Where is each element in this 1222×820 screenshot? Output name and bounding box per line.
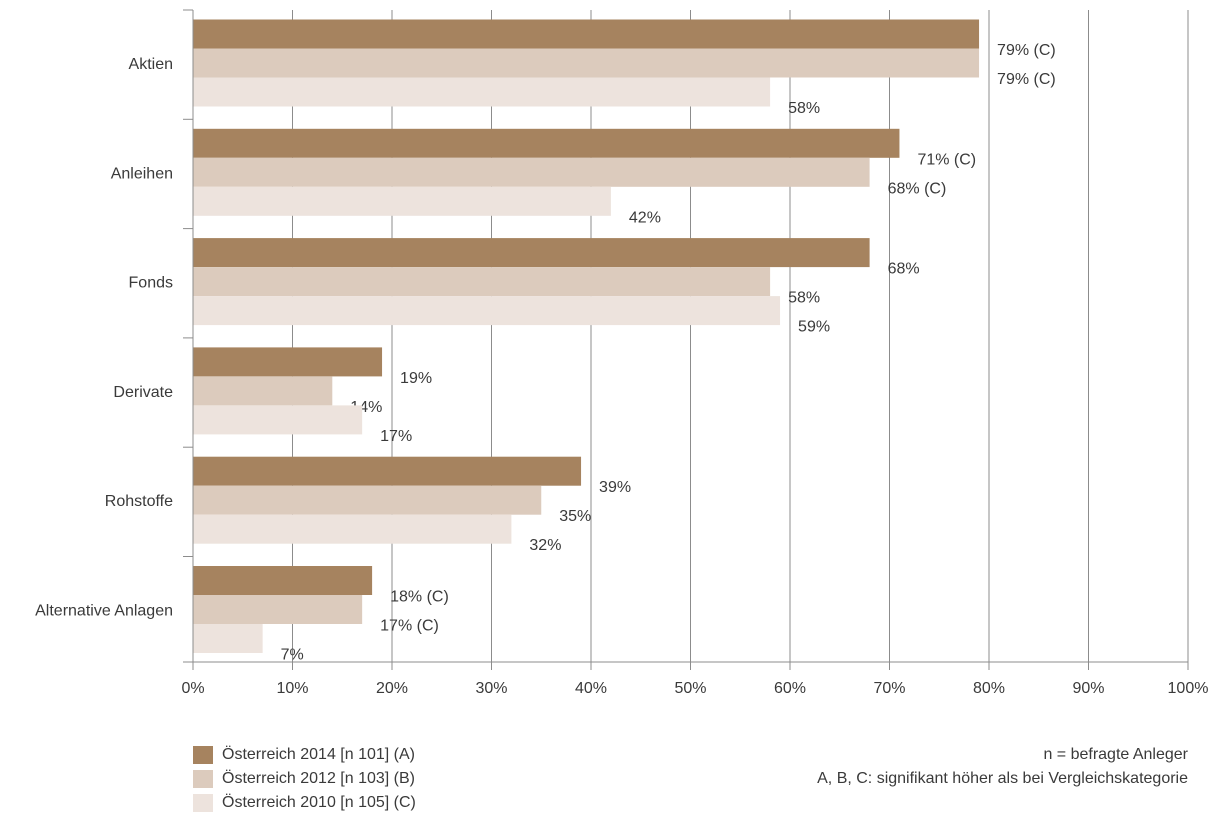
bar [193,405,363,435]
data-label: 17% (C) [380,618,439,635]
bar [193,624,263,653]
note-sample-size: n = befragte Anleger [1043,746,1188,763]
axes: 0% 10% 20% 30% 40% 50% 60% 70% 80% 90% 100% Aktien A… [35,9,1209,697]
data-label: 79% (C) [997,71,1056,88]
legend-swatch-2012 [193,770,213,788]
data-label: 68% [888,261,920,278]
legend-label-2010: Österreich 2010 [n 105] (C) [222,794,416,811]
data-label: 32% [529,537,561,554]
bar-chart: 79% (C) 79% (C) 58% 71% (C) 68% (C) 42% 68% 58%… [35,9,1209,697]
x-tick-label: 80% [973,680,1005,697]
legend-label-2014: Österreich 2014 [n 101] (A) [222,746,415,763]
x-tick-label: 40% [575,680,607,697]
bar [193,376,333,406]
bar [193,77,771,107]
data-label: 7% [281,647,304,664]
data-label: 42% [629,209,661,226]
bar [193,157,870,187]
data-label: 58% [788,290,820,307]
x-tick-label: 100% [1168,680,1209,697]
bar [193,19,980,49]
data-label: 18% (C) [390,589,449,606]
category-label: Derivate [113,384,173,401]
bar [193,347,383,377]
category-label: Aktien [129,56,173,73]
bar [193,296,781,326]
legend-label-2012: Österreich 2012 [n 103] (B) [222,770,415,787]
category-label: Alternative Anlagen [35,603,173,620]
bar [193,595,363,624]
data-label: 68% (C) [888,180,947,197]
note-significance: A, B, C: signifikant höher als bei Vergl… [817,770,1188,787]
x-tick-label: 10% [276,680,308,697]
data-label: 59% [798,319,830,336]
bar [193,485,542,515]
x-tick-label: 50% [674,680,706,697]
legend-swatch-2010 [193,794,213,812]
bar [193,456,582,486]
bar [193,238,870,268]
data-label: 39% [599,479,631,496]
legend-item-2010: Österreich 2010 [n 105] (C) [193,791,416,815]
legend-swatch-2014 [193,746,213,764]
x-tick-label: 70% [873,680,905,697]
x-tick-label: 90% [1072,680,1104,697]
legend-item-2014: Österreich 2014 [n 101] (A) [193,743,416,767]
bar [193,566,373,595]
data-label: 17% [380,428,412,445]
data-label: 71% (C) [917,151,976,168]
gridlines [292,10,1189,662]
chart-notes: n = befragte Anleger A, B, C: signifikan… [817,743,1188,791]
category-label: Fonds [129,275,173,292]
bar [193,128,900,158]
data-label: 35% [559,508,591,525]
bar [193,267,771,297]
bar [193,186,611,216]
bar [193,48,980,78]
bars: 79% (C) 79% (C) 58% 71% (C) 68% (C) 42% 68% 58%… [193,19,1056,664]
category-label: Anleihen [111,165,173,182]
bar [193,514,512,544]
data-label: 79% (C) [997,42,1056,59]
data-label: 19% [400,370,432,387]
category-label: Rohstoffe [105,493,173,510]
x-tick-label: 30% [475,680,507,697]
x-tick-label: 20% [376,680,408,697]
legend: Österreich 2014 [n 101] (A) Österreich 2… [193,743,416,815]
data-label: 58% [788,100,820,117]
legend-item-2012: Österreich 2012 [n 103] (B) [193,767,416,791]
x-tick-label: 0% [181,680,204,697]
x-tick-label: 60% [774,680,806,697]
